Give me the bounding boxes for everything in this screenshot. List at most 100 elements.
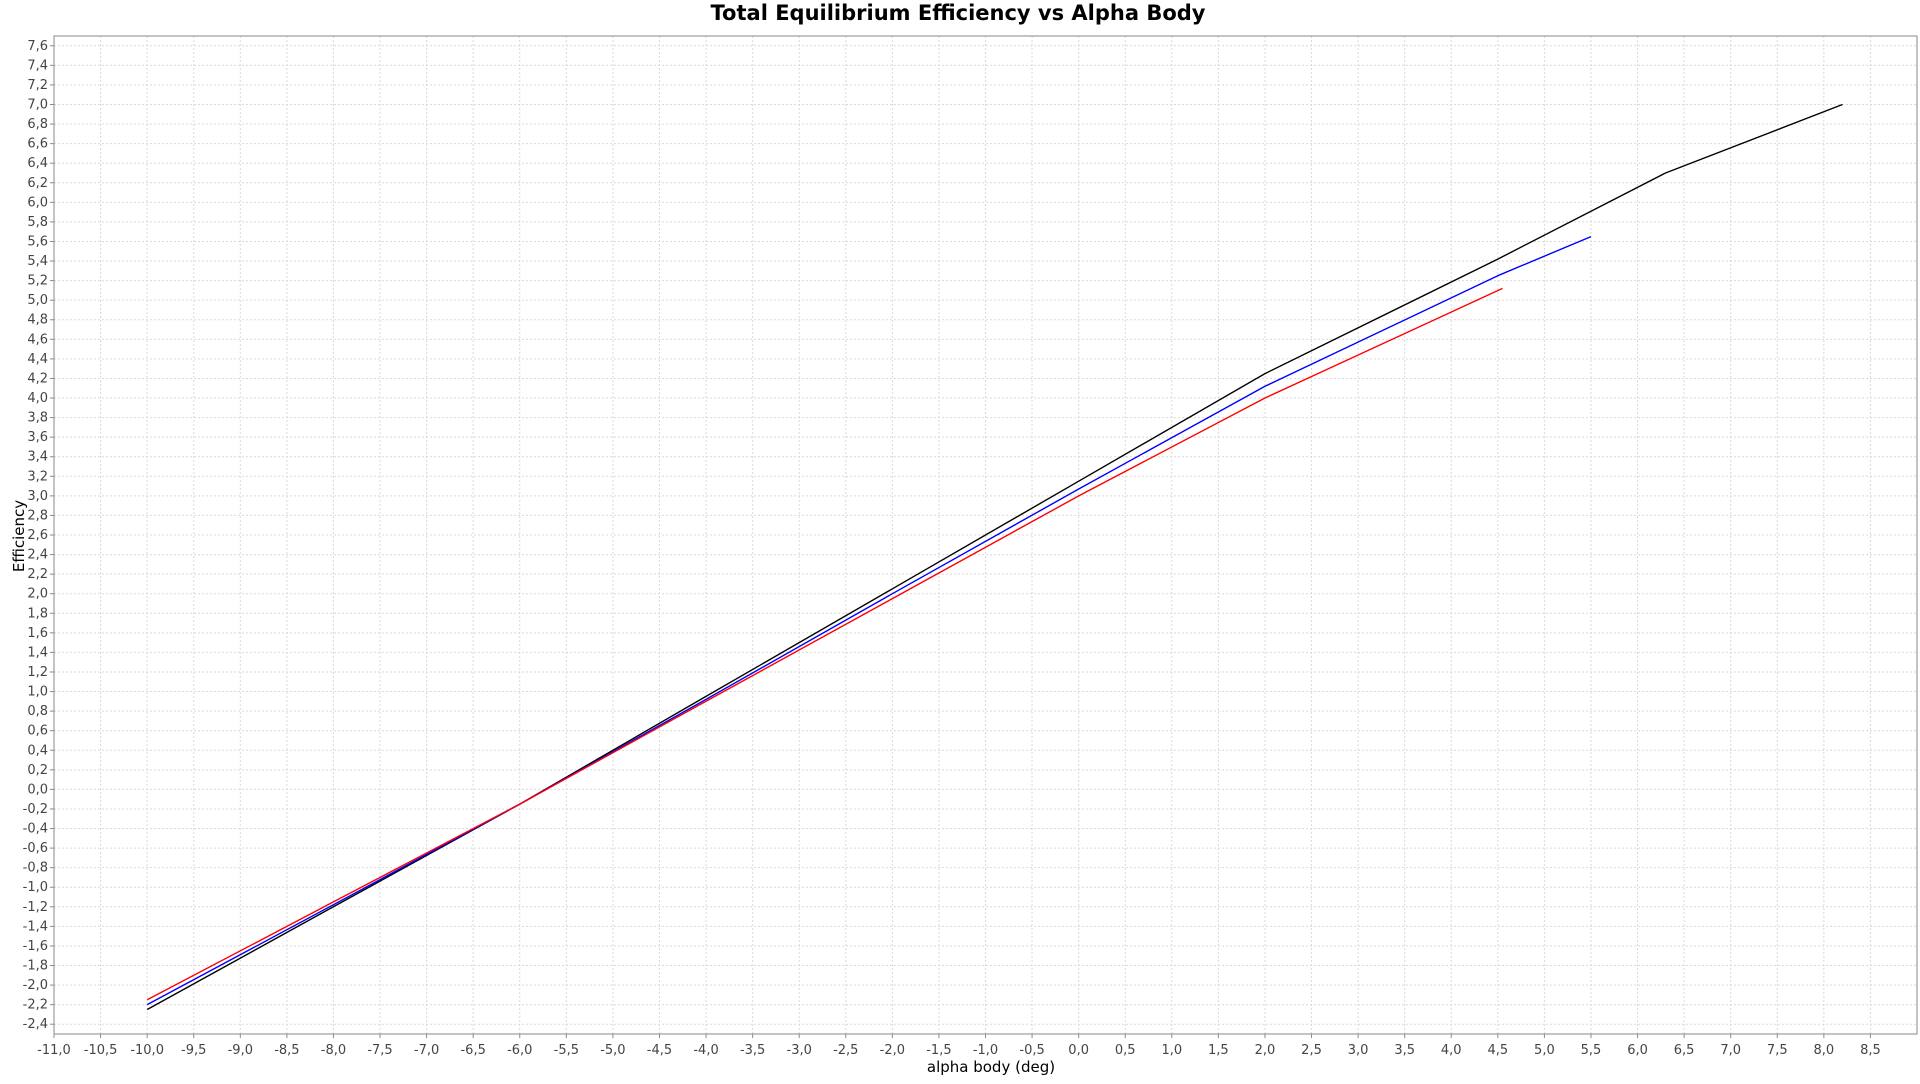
y-tick-label: 4,2 (27, 371, 48, 386)
y-tick-label: 6,0 (27, 195, 48, 210)
y-tick-label: -0,2 (23, 802, 48, 817)
x-tick-label: 0,5 (1115, 1043, 1136, 1058)
y-tick-label: 7,4 (27, 58, 48, 73)
series-line-2 (146, 235, 1592, 1006)
y-tick-label: 3,0 (27, 489, 48, 504)
x-tick-label: -1,5 (926, 1043, 951, 1058)
grid (53, 36, 1917, 1034)
y-tick-label: 6,8 (27, 117, 48, 132)
x-tick-label: -7,5 (367, 1043, 392, 1058)
y-tick-label: 1,2 (27, 665, 48, 680)
x-tick-label: -6,5 (460, 1043, 485, 1058)
y-tick-label: -2,2 (23, 998, 48, 1013)
x-tick-label: -5,5 (554, 1043, 579, 1058)
y-tick-label: -0,4 (23, 822, 48, 837)
x-tick-label: -0,5 (1019, 1043, 1044, 1058)
x-tick-label: 3,0 (1348, 1043, 1369, 1058)
x-tick-label: -5,0 (600, 1043, 625, 1058)
x-tick-label: 6,5 (1674, 1043, 1695, 1058)
y-tick-label: 2,6 (27, 528, 48, 543)
x-tick-label: -9,5 (181, 1043, 206, 1058)
y-tick-label: -1,6 (23, 939, 48, 954)
y-tick-label: 6,4 (27, 156, 48, 171)
y-tick-label: 3,2 (27, 469, 48, 484)
y-tick-label: -1,2 (23, 900, 48, 915)
y-tick-label: 5,2 (27, 274, 48, 289)
x-tick-label: 6,0 (1627, 1043, 1648, 1058)
y-tick-label: 2,4 (27, 548, 48, 563)
y-tick-label: 7,0 (27, 97, 48, 112)
x-tick-label: -10,0 (130, 1043, 164, 1058)
y-tick-label: -1,0 (23, 880, 48, 895)
x-tick-label: -2,0 (880, 1043, 905, 1058)
y-tick-label: 1,0 (27, 685, 48, 700)
x-tick-label: 0,0 (1068, 1043, 1089, 1058)
x-tick-label: 8,5 (1860, 1043, 1881, 1058)
x-axis: -11,0 -10,5 -10,0 -9,5 -9,0 -8,5 -8,0 -7,5 -7,0 -… (37, 1034, 1881, 1058)
y-tick-label: 6,2 (27, 176, 48, 191)
chart-title: Total Equilibrium Efficiency vs Alpha Bo… (711, 1, 1206, 25)
x-tick-label: 4,0 (1441, 1043, 1462, 1058)
x-tick-label: -7,0 (414, 1043, 439, 1058)
y-tick-label: 5,4 (27, 254, 48, 269)
x-tick-label: 1,5 (1208, 1043, 1229, 1058)
x-tick-label: -9,0 (228, 1043, 253, 1058)
x-tick-label: 2,5 (1301, 1043, 1322, 1058)
x-axis-label: alpha body (deg) (927, 1058, 1055, 1076)
y-tick-label: 0,0 (27, 782, 48, 797)
y-tick-label: 0,2 (27, 763, 48, 778)
x-tick-label: 4,5 (1487, 1043, 1508, 1058)
x-tick-label: 5,0 (1534, 1043, 1555, 1058)
y-axis: -2,4 -2,2 -2,0 -1,8 -1,6 -1,4 -1,2 -1,0 -0,8 -0,6… (23, 39, 54, 1032)
x-tick-label: 1,0 (1161, 1043, 1182, 1058)
x-tick-label: -3,5 (740, 1043, 765, 1058)
y-tick-label: 3,4 (27, 450, 48, 465)
x-tick-label: -6,0 (507, 1043, 532, 1058)
y-tick-label: 5,8 (27, 215, 48, 230)
y-tick-label: 4,8 (27, 313, 48, 328)
y-tick-label: 6,6 (27, 137, 48, 152)
x-tick-label: -1,0 (973, 1043, 998, 1058)
y-tick-label: 0,4 (27, 743, 48, 758)
y-tick-label: 5,0 (27, 293, 48, 308)
y-tick-label: 0,6 (27, 724, 48, 739)
x-tick-label: 7,5 (1767, 1043, 1788, 1058)
x-tick-label: 8,0 (1814, 1043, 1835, 1058)
series-layer (146, 103, 1843, 1011)
y-tick-label: -1,8 (23, 959, 48, 974)
y-tick-label: 3,8 (27, 411, 48, 426)
y-tick-label: 4,0 (27, 391, 48, 406)
y-tick-label: 2,2 (27, 567, 48, 582)
y-tick-label: 5,6 (27, 234, 48, 249)
y-tick-label: 2,8 (27, 508, 48, 523)
y-tick-label: 4,6 (27, 332, 48, 347)
y-tick-label: 3,6 (27, 430, 48, 445)
x-tick-label: 7,0 (1720, 1043, 1741, 1058)
y-tick-label: 7,6 (27, 39, 48, 54)
x-tick-label: -4,0 (693, 1043, 718, 1058)
y-tick-label: 2,0 (27, 587, 48, 602)
x-tick-label: -2,5 (833, 1043, 858, 1058)
y-tick-label: 4,4 (27, 352, 48, 367)
x-tick-label: 5,5 (1581, 1043, 1602, 1058)
series-line-1 (146, 103, 1843, 1011)
y-tick-label: 1,8 (27, 606, 48, 621)
y-tick-label: 0,8 (27, 704, 48, 719)
series-line-3 (146, 287, 1503, 1001)
x-tick-label: -10,5 (84, 1043, 118, 1058)
y-tick-label: -2,0 (23, 978, 48, 993)
y-tick-label: -0,8 (23, 861, 48, 876)
y-tick-label: 1,4 (27, 645, 48, 660)
y-tick-label: -2,4 (23, 1017, 48, 1032)
y-tick-label: 7,2 (27, 78, 48, 93)
y-tick-label: -0,6 (23, 841, 48, 856)
x-tick-label: 3,5 (1394, 1043, 1415, 1058)
y-tick-label: -1,4 (23, 919, 48, 934)
x-tick-label: -11,0 (37, 1043, 71, 1058)
x-tick-label: 2,0 (1255, 1043, 1276, 1058)
x-tick-label: -4,5 (647, 1043, 672, 1058)
x-tick-label: -8,0 (321, 1043, 346, 1058)
x-tick-label: -3,0 (787, 1043, 812, 1058)
y-axis-label: Efficiency (10, 500, 28, 572)
